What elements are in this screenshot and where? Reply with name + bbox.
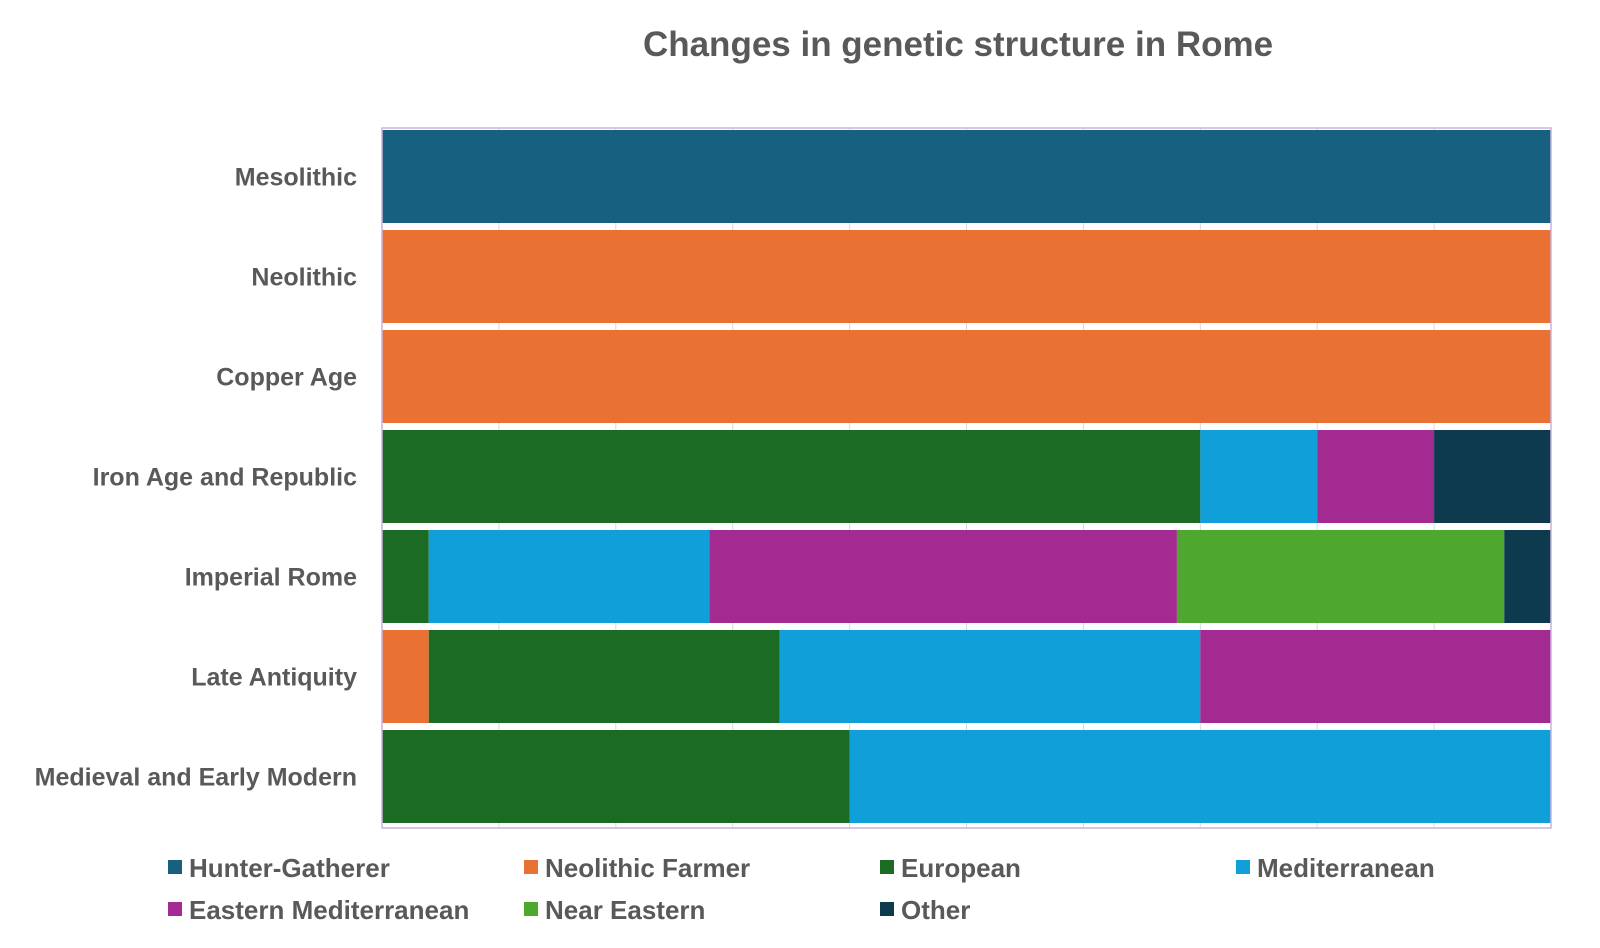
bar-neolithic-neolithic-farmer — [382, 230, 1551, 323]
bar-late-antiquity-eastern-mediterranean — [1200, 630, 1551, 723]
legend-label: Hunter-Gatherer — [189, 853, 390, 883]
bar-mesolithic-hunter-gatherer — [382, 130, 1551, 223]
bar-late-antiquity-european — [428, 630, 780, 723]
bar-medieval-and-early-modern-european — [382, 730, 850, 823]
category-label: Imperial Rome — [185, 564, 357, 592]
legend-swatch — [168, 860, 182, 874]
legend-swatch — [524, 902, 538, 916]
legend-item-hunter-gatherer: Hunter-Gatherer — [168, 853, 390, 883]
legend-swatch — [524, 860, 538, 874]
chart-title: Changes in genetic structure in Rome — [643, 25, 1273, 64]
legend-label: Eastern Mediterranean — [189, 895, 469, 925]
bar-imperial-rome-eastern-mediterranean — [709, 530, 1177, 623]
bar-medieval-and-early-modern-mediterranean — [849, 730, 1551, 823]
legend-item-mediterranean: Mediterranean — [1236, 853, 1435, 883]
category-label: Neolithic — [251, 264, 357, 292]
bar-imperial-rome-european — [382, 530, 429, 623]
legend-label: Other — [901, 895, 970, 925]
legend-swatch — [880, 860, 894, 874]
legend-item-other: Other — [880, 895, 970, 925]
bar-imperial-rome-near-eastern — [1176, 530, 1505, 623]
legend-swatch — [168, 902, 182, 916]
category-label: Mesolithic — [235, 164, 357, 192]
bar-iron-age-and-republic-mediterranean — [1200, 430, 1318, 523]
bar-iron-age-and-republic-other — [1434, 430, 1551, 523]
legend-swatch — [1236, 860, 1250, 874]
legend-item-neolithic-farmer: Neolithic Farmer — [524, 853, 750, 883]
legend-label: Near Eastern — [545, 895, 705, 925]
bar-late-antiquity-neolithic-farmer — [382, 630, 429, 723]
legend-label: Mediterranean — [1257, 853, 1435, 883]
category-label: Copper Age — [216, 364, 357, 392]
category-label: Iron Age and Republic — [93, 464, 357, 492]
category-labels: Mesolithic Neolithic Copper Age Iron Age an… — [35, 164, 357, 792]
legend-swatch — [880, 902, 894, 916]
bar-iron-age-and-republic-european — [382, 430, 1201, 523]
bar-imperial-rome-other — [1504, 530, 1551, 623]
bar-imperial-rome-mediterranean — [428, 530, 710, 623]
bars — [382, 130, 1551, 823]
bar-iron-age-and-republic-eastern-mediterranean — [1317, 430, 1435, 523]
category-label: Medieval and Early Modern — [35, 764, 357, 792]
legend-item-european: European — [880, 853, 1021, 883]
plot-area-border — [381, 127, 1552, 829]
legend: Hunter-Gatherer Neolithic Farmer European M… — [168, 853, 1435, 925]
bar-late-antiquity-mediterranean — [779, 630, 1201, 723]
bar-copper-age-neolithic-farmer — [382, 330, 1551, 423]
legend-item-near-eastern: Near Eastern — [524, 895, 705, 925]
legend-item-eastern-mediterranean: Eastern Mediterranean — [168, 895, 469, 925]
legend-label: European — [901, 853, 1021, 883]
legend-label: Neolithic Farmer — [545, 853, 750, 883]
category-label: Late Antiquity — [191, 664, 357, 692]
